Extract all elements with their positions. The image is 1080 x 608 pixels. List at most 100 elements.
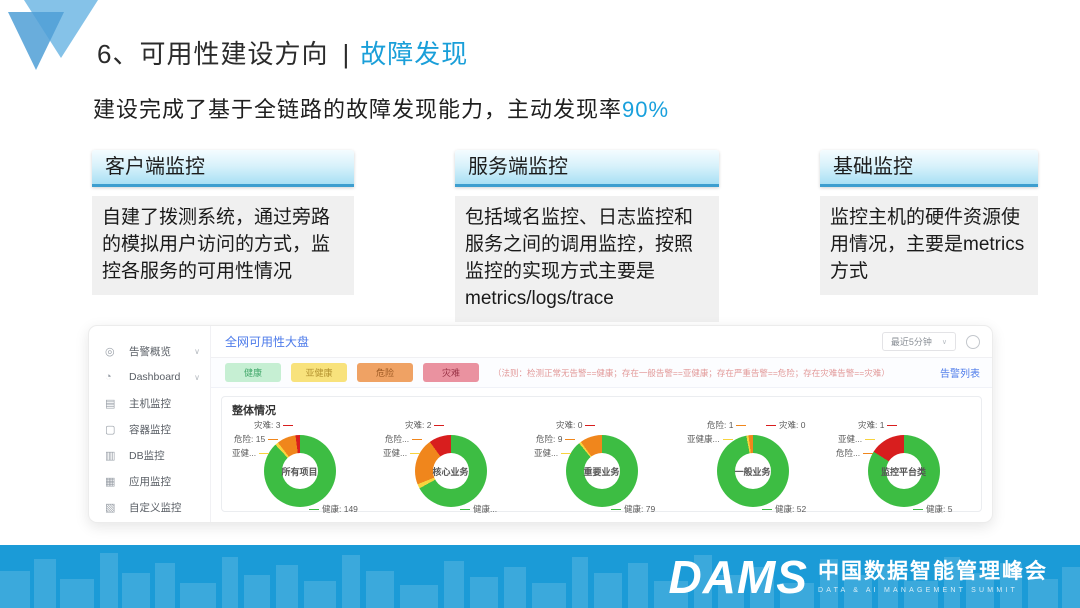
time-range-select[interactable]: 最近5分钟 ∨ <box>881 332 956 351</box>
sidebar-item-DB监控[interactable]: ▥ DB监控 <box>89 442 210 468</box>
refresh-icon[interactable] <box>966 334 980 349</box>
column-client-monitoring: 客户端监控 自建了拨测系统，通过旁路的模拟用户访问的方式，监控各服务的可用性情况 <box>92 150 354 295</box>
column-server-monitoring: 服务端监控 包括域名监控、日志监控和服务之间的调用监控，按照监控的实现方式主要是… <box>455 150 719 322</box>
leader-line <box>736 425 747 427</box>
db-icon: ▥ <box>105 449 116 462</box>
donut-label: 灾难: 2 <box>405 419 447 431</box>
dashboard-main: 全网可用性大盘 最近5分钟 ∨ 健康 亚健康 危险 灾难 （法则：检测正常无告警==健… <box>211 326 992 522</box>
donut-hole <box>432 453 469 489</box>
donut-chart-cell: 一般业务 危险: 1 灾难: 0 亚健康... 健康: 52 <box>677 417 828 517</box>
footer-title-cn: 中国数据智能管理峰会 <box>818 560 1048 584</box>
donut-label: 灾难: 0 <box>556 419 598 431</box>
donut-center-label: 所有项目 <box>281 466 318 477</box>
donut-label: 灾难: 0 <box>763 419 805 431</box>
column-body: 监控主机的硬件资源使用情况，主要是metrics方式 <box>820 196 1038 295</box>
sidebar-item-label: 自定义监控 <box>129 501 182 514</box>
donut-label: 灾难: 3 <box>254 419 296 431</box>
subtitle-highlight: 90% <box>622 97 670 122</box>
donut-label: 健康: 149 <box>306 503 358 515</box>
time-range-value: 最近5分钟 <box>890 337 932 347</box>
donut-label: 危险... <box>836 447 876 459</box>
leader-line <box>762 509 772 511</box>
donut-hole <box>583 453 620 489</box>
title-divider: | <box>342 39 351 69</box>
donut-label: 亚健... <box>534 447 574 459</box>
leader-line <box>268 439 279 441</box>
donut-label: 危险: 15 <box>234 433 281 445</box>
sidebar-item-主机监控[interactable]: ▤ 主机监控 <box>89 390 210 416</box>
donut-center-label: 核心业务 <box>432 466 469 477</box>
sidebar-item-label: 告警概览 <box>129 345 171 358</box>
status-badge: 危险 <box>357 363 413 382</box>
container-icon: ▢ <box>105 423 116 436</box>
donut-hole <box>734 453 771 489</box>
column-body: 包括域名监控、日志监控和服务之间的调用监控，按照监控的实现方式主要是metric… <box>455 196 719 322</box>
sidebar-item-label: DB监控 <box>129 449 165 462</box>
donut-chart-cell: 核心业务 灾难: 2 危险... 亚健... 健康... <box>375 417 526 517</box>
legend-note: （法则：检测正常无告警==健康；存在一般告警==亚健康；存在严重告警==危险；存… <box>493 367 890 378</box>
panel-title: 整体情况 <box>232 405 276 417</box>
status-badge: 健康 <box>225 363 281 382</box>
title-main: 6、可用性建设方向 <box>97 39 329 69</box>
leader-line <box>863 453 874 455</box>
leader-line <box>585 425 596 427</box>
overall-status-panel: 整体情况 所有项目 灾难: 3 危险: 15 亚健... 健康: 149 核心业务 灾难: … <box>221 396 982 515</box>
donut-label: 亚健... <box>383 447 423 459</box>
donut-label: 健康: 5 <box>910 503 952 515</box>
leader-line <box>565 439 576 441</box>
chevron-down-icon: ∨ <box>194 372 200 382</box>
leader-line <box>412 439 423 441</box>
dams-logo-text: DAMS <box>668 550 808 603</box>
dashboard-title: 全网可用性大盘 <box>225 335 310 349</box>
city-skyline-graphic <box>0 553 1080 608</box>
dashboard-icon: ◔ <box>105 371 112 383</box>
column-header: 服务端监控 <box>455 150 719 187</box>
dashboard-titlebar: 全网可用性大盘 最近5分钟 ∨ <box>211 326 992 358</box>
donut-ring: 所有项目 <box>263 435 336 507</box>
sidebar-item-Dashboard[interactable]: ◔ Dashboard ∨ <box>89 364 210 390</box>
sidebar-item-自定义监控[interactable]: ▧ 自定义监控 <box>89 494 210 520</box>
donut-label: 亚健... <box>838 433 878 445</box>
sidebar-item-告警概览[interactable]: ◎ 告警概览 ∨ <box>89 338 210 364</box>
alarm-list-link[interactable]: 告警列表 <box>940 369 980 380</box>
leader-line <box>259 453 270 455</box>
custom-icon: ▧ <box>105 501 116 514</box>
leader-line <box>460 509 470 511</box>
status-badge-row: 健康 亚健康 危险 灾难 （法则：检测正常无告警==健康；存在一般告警==亚健康；存在… <box>211 358 992 388</box>
host-icon: ▤ <box>105 397 116 410</box>
title-highlight: 故障发现 <box>360 39 469 69</box>
footer-banner: DAMS 中国数据智能管理峰会 DATA & AI MANAGEMENT SUM… <box>0 545 1080 608</box>
donut-label: 亚健康... <box>687 433 736 445</box>
leader-line <box>913 509 923 511</box>
donut-chart-cell: 重要业务 灾难: 0 危险: 9 亚健... 健康: 79 <box>526 417 677 517</box>
slide-logo-triangles <box>8 0 98 70</box>
sidebar-item-label: Dashboard <box>129 371 181 383</box>
donut-chart-cell: 所有项目 灾难: 3 危险: 15 亚健... 健康: 149 <box>224 417 375 517</box>
page-title: 6、可用性建设方向 | 故障发现 <box>97 34 468 71</box>
donut-label: 健康: 52 <box>759 503 806 515</box>
sidebar-item-label: 主机监控 <box>129 397 171 410</box>
sidebar: ◎ 告警概览 ∨ ◔ Dashboard ∨ ▤ 主机监控 ▢ 容器监控 ▥ DB监控 ▦ 应用监控 ▧ 自定… <box>89 326 211 522</box>
dams-logo-block: DAMS 中国数据智能管理峰会 DATA & AI MANAGEMENT SUM… <box>669 554 1048 600</box>
donut-label: 亚健... <box>232 447 272 459</box>
donut-center-label: 重要业务 <box>583 466 620 477</box>
column-body: 自建了拨测系统，通过旁路的模拟用户访问的方式，监控各服务的可用性情况 <box>92 196 354 295</box>
donut-ring: 监控平台类 <box>867 435 940 507</box>
sidebar-item-应用监控[interactable]: ▦ 应用监控 <box>89 468 210 494</box>
sidebar-item-label: 应用监控 <box>129 475 171 488</box>
donut-center-label: 一般业务 <box>734 466 771 477</box>
leader-line <box>283 425 294 427</box>
leader-line <box>434 425 445 427</box>
dashboard-screenshot: ◎ 告警概览 ∨ ◔ Dashboard ∨ ▤ 主机监控 ▢ 容器监控 ▥ DB监控 ▦ 应用监控 ▧ 自定… <box>88 325 993 523</box>
sidebar-item-label: 容器监控 <box>129 423 171 436</box>
leader-line <box>561 453 572 455</box>
sidebar-item-容器监控[interactable]: ▢ 容器监控 <box>89 416 210 442</box>
donut-ring: 一般业务 <box>716 435 789 507</box>
sidebar-items: ◎ 告警概览 ∨ ◔ Dashboard ∨ ▤ 主机监控 ▢ 容器监控 ▥ DB监控 ▦ 应用监控 ▧ 自定… <box>89 338 210 520</box>
donut-ring: 核心业务 <box>414 435 487 507</box>
status-badge: 灾难 <box>423 363 479 382</box>
leader-line <box>722 439 733 441</box>
chevron-down-icon: ∨ <box>941 338 947 346</box>
leader-line <box>766 425 776 427</box>
